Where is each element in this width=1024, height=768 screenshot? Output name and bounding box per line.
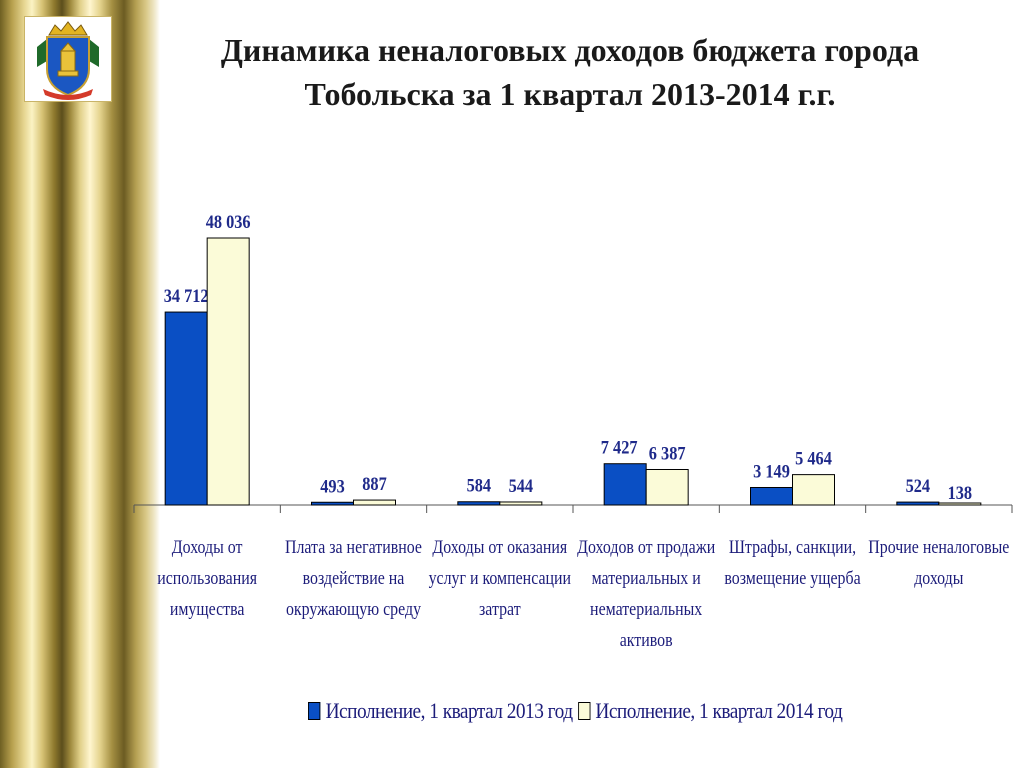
category-label-1-line-2: окружающую среду: [286, 599, 421, 619]
coat-of-arms-icon: [37, 21, 99, 100]
category-label-2-line-1: услуг и компенсации: [429, 568, 571, 588]
data-label-2013-5: 524: [906, 475, 931, 496]
data-label-2014-5: 138: [948, 482, 973, 503]
bar-2013-5: [896, 501, 940, 506]
data-label-2013-0: 34 712: [164, 285, 209, 306]
legend-swatch-2013: [308, 702, 321, 720]
legend-item-2014: Исполнение, 1 квартал 2014 год: [577, 698, 843, 724]
decorative-column-strip: [0, 0, 160, 768]
title-line-2: Тобольска за 1 квартал 2013-2014 г.г.: [304, 76, 836, 112]
category-label-5-line-1: доходы: [914, 568, 964, 588]
category-label-1-line-1: воздействие на: [303, 568, 405, 588]
category-label-3-line-2: нематериальных: [590, 599, 703, 619]
chart-legend: Исполнение, 1 квартал 2013 год Исполнени…: [308, 694, 843, 728]
data-label-2014-3: 6 387: [649, 442, 686, 463]
legend-label-2013: Исполнение, 1 квартал 2013 год: [325, 698, 573, 723]
legend-item-2013: Исполнение, 1 квартал 2013 год: [308, 698, 573, 724]
bar-2013-4: [750, 486, 793, 506]
category-label-0-line-2: имущества: [170, 599, 245, 619]
data-label-2013-1: 493: [320, 475, 345, 496]
data-label-2014-1: 887: [362, 473, 387, 494]
bar-2014-4: [792, 474, 835, 506]
bar-2013-0: [164, 311, 208, 506]
bar-2014-5: [938, 502, 982, 506]
category-label-3-line-1: материальных и: [592, 568, 701, 588]
data-label-2013-3: 7 427: [601, 437, 638, 458]
bar-2014-3: [645, 468, 689, 506]
category-label-0-line-0: Доходы от: [172, 537, 243, 557]
category-label-4-line-0: Штрафы, санкции,: [729, 537, 856, 557]
category-label-4-line-1: возмещение ущерба: [724, 568, 861, 588]
city-coat-of-arms: [24, 16, 112, 102]
category-label-0-line-1: использования: [157, 568, 257, 588]
data-label-2014-0: 48 036: [206, 211, 251, 232]
legend-swatch-2014: [577, 702, 591, 720]
category-label-3-line-0: Доходов от продажи: [577, 537, 715, 557]
bar-2014-2: [499, 501, 543, 506]
bar-2014-0: [206, 237, 250, 506]
data-label-2013-2: 584: [467, 475, 492, 496]
page-title: Динамика неналоговых доходов бюджета гор…: [150, 28, 990, 116]
bar-2013-1: [311, 501, 354, 506]
bar-2013-3: [603, 463, 647, 506]
bar-2013-2: [457, 501, 501, 506]
category-label-5-line-0: Прочие неналоговые: [868, 537, 1009, 557]
category-label-2-line-2: затрат: [479, 599, 521, 619]
title-line-1: Динамика неналоговых доходов бюджета гор…: [220, 32, 920, 68]
bar-2014-1: [353, 499, 396, 506]
category-label-2-line-0: Доходы от оказания: [432, 537, 567, 557]
data-label-2013-4: 3 149: [753, 460, 790, 481]
legend-label-2014: Исполнение, 1 квартал 2014 год: [595, 698, 843, 723]
category-label-3-line-3: активов: [620, 630, 673, 650]
category-label-1-line-0: Плата за негативное: [285, 537, 422, 557]
data-label-2014-4: 5 464: [795, 447, 832, 468]
data-label-2014-2: 544: [509, 475, 534, 496]
